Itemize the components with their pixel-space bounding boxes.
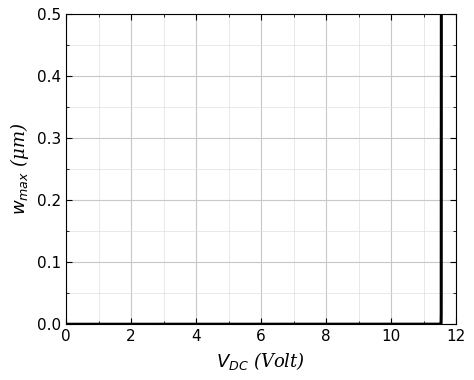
X-axis label: $V_{DC}$ (Volt): $V_{DC}$ (Volt) [217,350,306,372]
Y-axis label: $w_{max}$ (μm): $w_{max}$ (μm) [9,123,31,215]
